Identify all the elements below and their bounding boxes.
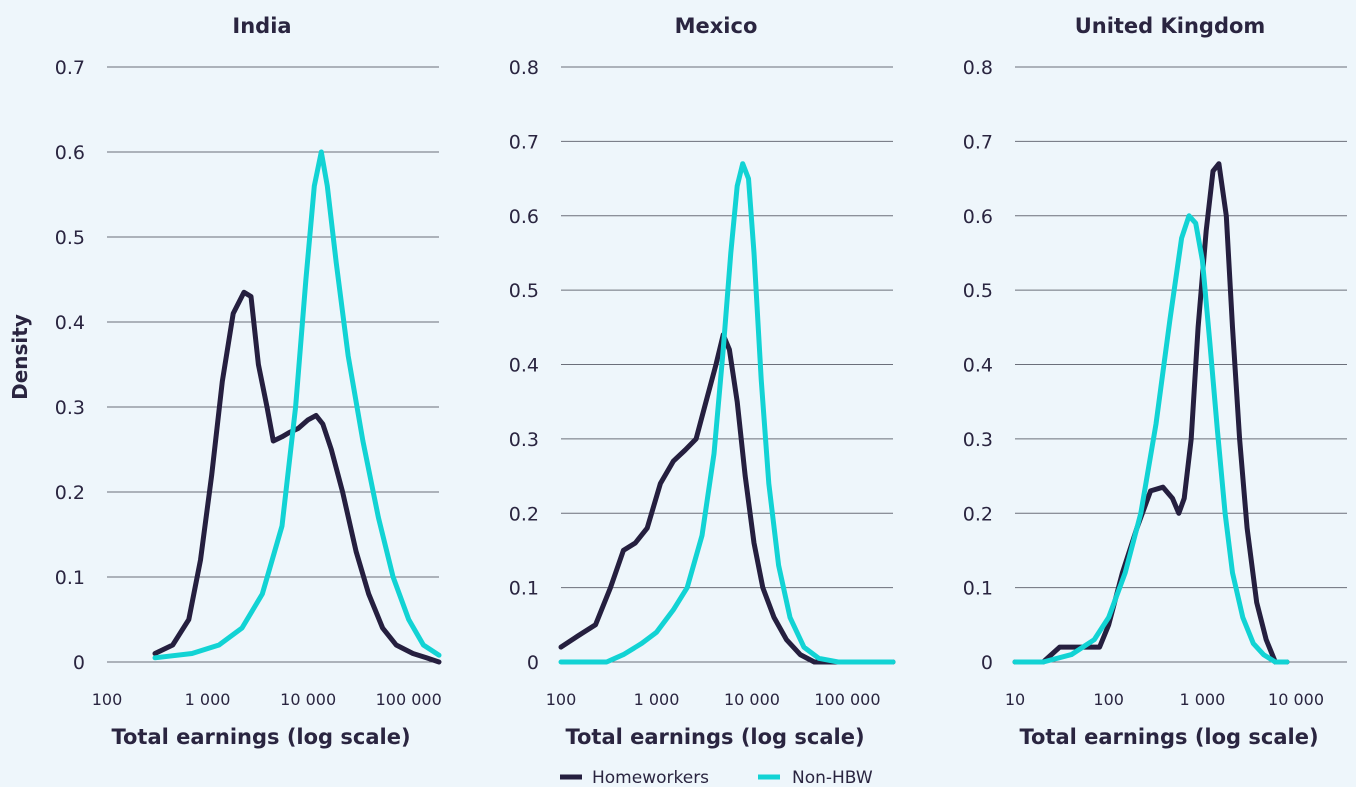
y-tick-label: 0.4 xyxy=(963,355,993,377)
y-tick-label: 0.6 xyxy=(55,142,85,164)
chart-title: United Kingdom xyxy=(1075,14,1266,38)
x-tick-label: 1 000 xyxy=(1179,690,1225,709)
x-tick-label: 1 000 xyxy=(185,690,231,709)
y-tick-label: 0.6 xyxy=(509,206,539,228)
series-line-homeworkers xyxy=(558,332,896,665)
x-tick-label: 10 000 xyxy=(724,690,780,709)
x-tick-label: 100 xyxy=(546,690,577,709)
y-tick-label: 0.3 xyxy=(509,429,539,451)
y-tick-label: 0.1 xyxy=(509,578,539,600)
series-line-non-hbw xyxy=(152,149,442,661)
legend-label-non-hbw: Non-HBW xyxy=(792,768,873,787)
x-tick-label: 100 000 xyxy=(814,690,880,709)
chart-panel-1: India 0 0.1 0.2 0.3 0.4 0.5 0.6 0.7 100 1 000 10 00… xyxy=(55,14,442,749)
x-tick-label: 10 000 xyxy=(1268,690,1324,709)
y-tick-label: 0.4 xyxy=(509,355,539,377)
y-tick-label: 0.5 xyxy=(509,280,539,302)
series-line-homeworkers xyxy=(1012,161,1290,665)
chart-panel-3: United Kingdom 0 0.1 0.2 0.3 0.4 0.5 0.6 0.7 0.8 1… xyxy=(963,14,1347,749)
series-line-non-hbw xyxy=(1012,213,1290,665)
y-tick-label: 0 xyxy=(527,652,539,674)
chart-title: India xyxy=(232,14,291,38)
y-tick-label: 0 xyxy=(73,652,85,674)
y-tick-label: 0.2 xyxy=(963,503,993,525)
chart-panel-2: Mexico 0 0.1 0.2 0.3 0.4 0.5 0.6 0.7 0.8 100 1 000 1… xyxy=(509,14,896,749)
x-axis-label: Total earnings (log scale) xyxy=(565,725,864,749)
y-tick-label: 0.3 xyxy=(963,429,993,451)
series-line-non-hbw xyxy=(558,161,896,665)
series-line-homeworkers xyxy=(152,289,442,665)
y-tick-label: 0.7 xyxy=(509,131,539,153)
y-tick-label: 0.3 xyxy=(55,397,85,419)
x-tick-label: 10 xyxy=(1005,690,1025,709)
y-tick-label: 0.5 xyxy=(55,227,85,249)
x-axis-label: Total earnings (log scale) xyxy=(1019,725,1318,749)
y-tick-label: 0.8 xyxy=(509,57,539,79)
x-tick-label: 100 000 xyxy=(376,690,442,709)
y-axis-label: Density xyxy=(8,314,32,400)
x-tick-label: 100 xyxy=(1093,690,1124,709)
y-tick-label: 0.2 xyxy=(509,503,539,525)
y-tick-label: 0.8 xyxy=(963,57,993,79)
y-tick-label: 0.4 xyxy=(55,312,85,334)
x-tick-label: 100 xyxy=(92,690,123,709)
y-tick-label: 0.5 xyxy=(963,280,993,302)
y-tick-label: 0.1 xyxy=(963,578,993,600)
legend: Homeworkers Non-HBW xyxy=(560,768,873,787)
chart-title: Mexico xyxy=(675,14,758,38)
y-tick-label: 0.7 xyxy=(963,131,993,153)
x-axis-label: Total earnings (log scale) xyxy=(111,725,410,749)
x-tick-label: 10 000 xyxy=(280,690,336,709)
y-tick-label: 0.7 xyxy=(55,57,85,79)
y-tick-label: 0.2 xyxy=(55,482,85,504)
y-tick-label: 0.1 xyxy=(55,567,85,589)
legend-label-homeworkers: Homeworkers xyxy=(592,768,709,787)
y-tick-label: 0 xyxy=(981,652,993,674)
y-tick-label: 0.6 xyxy=(963,206,993,228)
x-tick-label: 1 000 xyxy=(634,690,680,709)
